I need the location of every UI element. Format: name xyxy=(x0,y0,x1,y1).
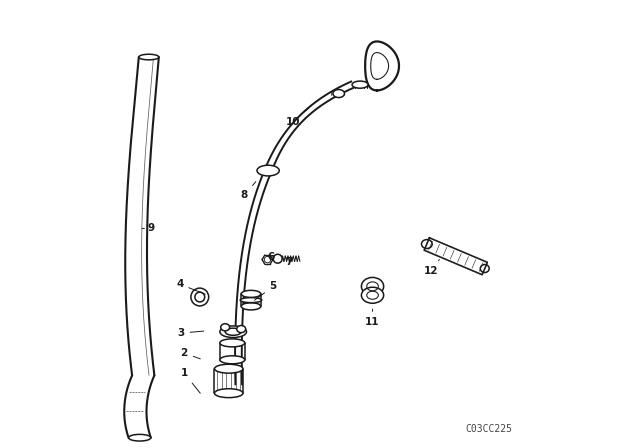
Text: 1: 1 xyxy=(180,368,200,393)
Ellipse shape xyxy=(240,297,262,303)
Ellipse shape xyxy=(241,290,260,297)
Ellipse shape xyxy=(273,254,282,263)
Ellipse shape xyxy=(214,364,243,373)
Text: 8: 8 xyxy=(241,181,256,200)
Ellipse shape xyxy=(139,54,159,60)
Ellipse shape xyxy=(241,303,260,310)
Text: 12: 12 xyxy=(424,260,439,276)
Text: 6: 6 xyxy=(268,252,275,263)
Ellipse shape xyxy=(333,90,344,98)
Ellipse shape xyxy=(362,277,383,295)
Ellipse shape xyxy=(221,324,230,331)
Text: 7: 7 xyxy=(285,257,292,267)
Ellipse shape xyxy=(362,287,383,303)
Text: 11: 11 xyxy=(365,309,380,327)
Text: 3: 3 xyxy=(177,328,204,338)
Text: 10: 10 xyxy=(286,108,309,127)
Ellipse shape xyxy=(352,81,368,88)
Ellipse shape xyxy=(220,339,244,347)
Ellipse shape xyxy=(129,435,151,441)
Ellipse shape xyxy=(257,165,279,176)
Text: 5: 5 xyxy=(255,281,277,300)
Polygon shape xyxy=(424,238,487,275)
Ellipse shape xyxy=(220,326,246,337)
Ellipse shape xyxy=(214,389,243,398)
Ellipse shape xyxy=(220,356,244,364)
Ellipse shape xyxy=(237,326,246,332)
Text: 2: 2 xyxy=(180,348,200,359)
Text: 9: 9 xyxy=(142,224,154,233)
Text: C03CC225: C03CC225 xyxy=(466,424,513,434)
Text: 4: 4 xyxy=(176,279,205,294)
